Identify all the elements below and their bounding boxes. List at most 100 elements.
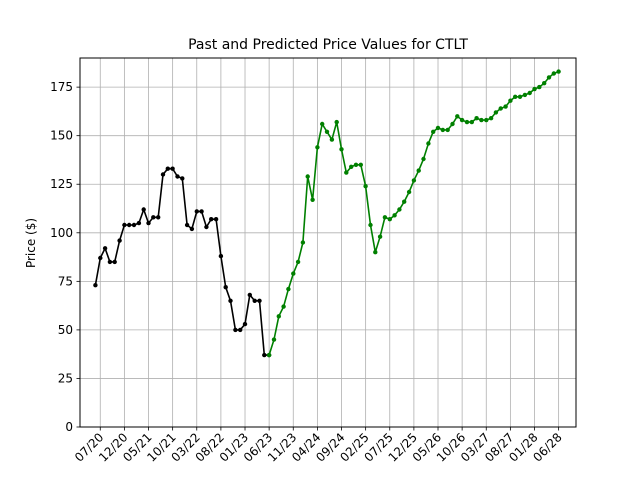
predicted-price-point — [537, 84, 542, 90]
past-price-line — [94, 167, 270, 356]
predicted-price-point — [300, 240, 306, 245]
predicted-price-point — [329, 137, 335, 142]
predicted-price-point — [556, 69, 561, 74]
y-tick-label: 175 — [50, 80, 73, 94]
predicted-price-point — [271, 337, 277, 342]
predicted-price-point — [488, 116, 494, 121]
past-price-point — [199, 209, 204, 214]
predicted-price-point — [508, 98, 513, 103]
predicted-price-point — [469, 119, 474, 125]
predicted-price-point — [493, 110, 499, 115]
past-price-point — [189, 226, 195, 232]
predicted-price-point — [397, 207, 402, 212]
past-price-point — [141, 207, 146, 212]
past-price-point — [160, 172, 166, 177]
predicted-price-point — [373, 250, 378, 255]
predicted-price-point — [295, 259, 301, 265]
predicted-price-point — [402, 199, 407, 204]
past-price-point — [233, 327, 238, 333]
predicted-price-point — [266, 352, 272, 358]
predicted-price-point — [435, 125, 441, 131]
predicted-price-point — [411, 178, 417, 183]
predicted-price-point — [363, 184, 368, 189]
y-axis-label: Price ($) — [24, 218, 38, 268]
predicted-price-point — [281, 304, 286, 309]
y-tick-label: 25 — [58, 371, 73, 385]
predicted-price-point — [498, 106, 503, 111]
predicted-price-point — [440, 127, 445, 133]
past-price-point — [213, 217, 219, 222]
predicted-price-point — [406, 189, 412, 195]
predicted-price-point — [320, 121, 325, 127]
predicted-price-point — [527, 90, 532, 96]
past-price-point — [93, 283, 98, 288]
predicted-price-point — [377, 234, 383, 239]
grid-layer — [80, 58, 576, 428]
past-price-point — [209, 217, 214, 222]
predicted-price-point — [349, 164, 354, 169]
past-price-point — [180, 176, 185, 181]
past-price-point — [175, 174, 180, 179]
predicted-price-point — [431, 129, 436, 134]
predicted-price-point — [517, 94, 523, 100]
predicted-price-point — [479, 117, 484, 123]
predicted-price-point — [324, 129, 330, 134]
past-price-point — [117, 238, 122, 243]
predicted-price-point — [291, 271, 296, 276]
predicted-price-point — [464, 119, 470, 125]
past-price-point — [184, 222, 190, 228]
predicted-price-point — [503, 104, 508, 109]
predicted-price-point — [455, 114, 460, 119]
predicted-price-point — [445, 127, 450, 133]
y-tick-label: 100 — [50, 226, 73, 240]
predicted-price-point — [513, 94, 518, 100]
predicted-price-point — [310, 197, 315, 202]
past-price-point — [242, 321, 248, 327]
chart-title: Past and Predicted Price Values for CTLT — [188, 37, 468, 53]
past-price-point — [136, 220, 142, 226]
predicted-price-point — [368, 222, 373, 228]
y-tick-label: 75 — [58, 274, 73, 288]
predicted-price-point — [474, 116, 479, 121]
predicted-price-point — [286, 286, 291, 292]
past-price-point — [247, 292, 252, 298]
past-price-point — [204, 224, 209, 230]
past-price-point — [228, 298, 233, 303]
y-tick-label: 150 — [50, 129, 73, 143]
predicted-price-point — [421, 156, 426, 162]
past-price-point — [112, 259, 117, 265]
predicted-price-point — [315, 145, 320, 150]
predicted-price-point — [542, 81, 547, 86]
past-price-point — [165, 166, 170, 171]
series-layer — [93, 69, 561, 358]
y-tick-label: 0 — [65, 420, 73, 434]
predicted-price-point — [358, 162, 363, 167]
past-price-point — [262, 352, 267, 358]
predicted-price-point — [387, 217, 392, 222]
predicted-price-point — [522, 92, 528, 98]
past-price-point — [146, 220, 151, 226]
past-price-point — [218, 253, 224, 259]
predicted-price-point — [334, 119, 339, 125]
predicted-price-point — [450, 121, 455, 127]
tick-layer: 025507510012515017507/2012/2005/2110/210… — [50, 80, 565, 464]
past-price-point — [98, 255, 103, 261]
past-price-point — [131, 222, 137, 228]
predicted-price-point — [353, 162, 359, 167]
predicted-price-point — [546, 75, 552, 80]
past-price-point — [257, 298, 262, 303]
predicted-price-point — [459, 117, 465, 123]
past-price-point — [170, 166, 175, 171]
past-price-point — [127, 222, 132, 228]
past-price-point — [107, 259, 113, 265]
predicted-price-point — [532, 86, 537, 92]
predicted-price-point — [382, 215, 388, 220]
predicted-price-point — [484, 117, 489, 123]
past-price-point — [194, 209, 199, 214]
past-price-point — [252, 298, 257, 303]
past-price-point — [223, 285, 228, 290]
past-price-point — [151, 215, 156, 220]
predicted-price-point — [344, 170, 349, 175]
